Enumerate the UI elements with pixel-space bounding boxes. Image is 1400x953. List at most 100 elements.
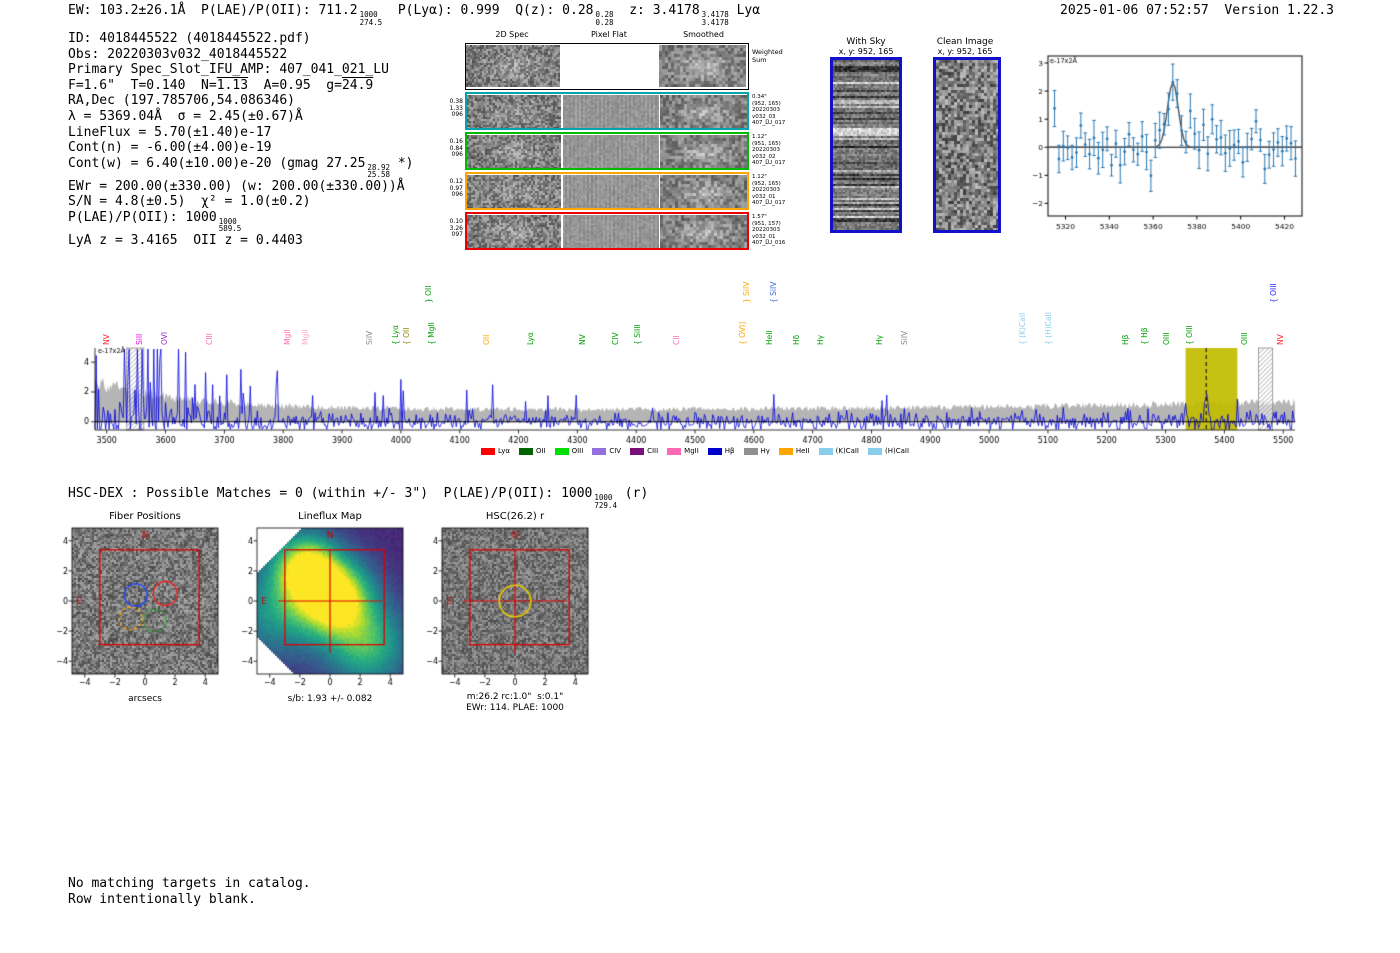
info-line: Cont(n) = -6.00(±4.00)e-19 [68, 140, 413, 156]
hsc-caption-1: m:26.2 rc:1.0" s:0.1" [466, 692, 564, 702]
text-segment: HSC-DEX : Possible Matches = 0 (within +… [68, 486, 593, 501]
footer-notes: No matching targets in catalog. Row inten… [68, 876, 311, 907]
info-line: LyA z = 3.4165 OII z = 0.4403 [68, 233, 413, 249]
legend-item: MgII [667, 447, 699, 455]
column-header-2dspec: 2D Spec [495, 30, 529, 39]
header-spacer [1209, 3, 1225, 18]
legend-label: MgII [684, 447, 699, 455]
pixel-flat-image [563, 135, 659, 168]
weighted-sum-row [465, 43, 749, 90]
legend-label: CIII [647, 447, 659, 455]
spec2d-image [467, 175, 561, 208]
clean-image [933, 57, 1001, 233]
smoothed-image [660, 135, 747, 168]
text-segment: EW: 103.2±26.1Å P(LAE)/P(OII): 711.2 [68, 3, 358, 18]
report-timestamp: 2025-01-06 07:52:57 [1060, 3, 1209, 18]
info-line: EWr = 200.00(±330.00) (w: 200.00(±330.00… [68, 179, 413, 195]
legend-label: (K)CaII [835, 447, 859, 455]
text-segment: Obs: 20220303v032_4018445522 [68, 46, 288, 62]
legend-swatch [518, 447, 533, 455]
with-sky-image [830, 57, 902, 233]
hsc-caption-2: EWr: 114. PLAE: 1000 [466, 703, 564, 713]
text-segment: EWr = 200.00(±330.00) (w: 200.00(±330.00… [68, 178, 405, 194]
legend-item: CIV [592, 447, 621, 455]
fiber-info-label: 1.12" (952, 165) 20220303 v032_01 407_LU_017 [752, 174, 786, 207]
stacked-fraction: 28.92 25.58 [367, 162, 390, 180]
legend-swatch [818, 447, 833, 455]
text-segment: RA,Dec (197.785706,54.086346) [68, 93, 295, 109]
weighted-sum-image [659, 45, 746, 87]
fiber-positions-cutout [48, 524, 234, 692]
pixel-flat-image [563, 95, 659, 128]
spec2d-image [467, 95, 561, 128]
legend-item: (H)CaII [867, 447, 909, 455]
with-sky-title: With Sky [846, 37, 886, 47]
legend-label: Lyα [497, 447, 510, 455]
legend-swatch [630, 447, 645, 455]
text-segment: P(LAE)/P(OII): 1000 [68, 209, 217, 225]
fiber-weight-values: 0.38 1.33 096 [449, 98, 463, 118]
column-header-pixelflat: Pixel Flat [591, 30, 627, 39]
emission-line-label: { SiIV [768, 281, 778, 303]
info-line: ID: 4018445522 (4018445522.pdf) [68, 31, 413, 47]
spec2d-image [467, 215, 561, 248]
weighted-sum-image [466, 45, 560, 87]
stacked-fraction: 1000 589.5 [218, 216, 242, 234]
info-line: S/N = 4.8(±0.5) χ² = 1.0(±0.2) [68, 194, 413, 210]
legend-item: (K)CaII [818, 447, 859, 455]
legend-swatch [743, 447, 758, 455]
emission-line-label: } OII [424, 285, 433, 303]
line-fit-plot [1030, 50, 1315, 245]
info-line: RA,Dec (197.785706,54.086346) [68, 93, 413, 109]
footer-line: Row intentionally blank. [68, 891, 256, 907]
smoothed-image [660, 175, 747, 208]
text-segment: *) [390, 155, 414, 171]
fiber-cutout-row [465, 172, 749, 210]
legend-label: OIII [571, 447, 584, 455]
info-line: Obs: 20220303v032_4018445522 [68, 47, 413, 63]
legend-swatch [867, 447, 882, 455]
text-segment: S/N = 4.8(±0.5) χ² = 1.0(±0.2) [68, 194, 311, 210]
spectrum-legend: Lyα OII OIII CIV CIII MgII Hβ Hγ HeII (K)CaII (H)C… [95, 447, 1295, 455]
legend-swatch [707, 447, 722, 455]
hsc-cutout-title: HSC(26.2) r [485, 511, 545, 522]
legend-item: Hβ [707, 447, 735, 455]
column-header-smoothed: Smoothed [683, 30, 724, 39]
fiber-cutout-row [465, 212, 749, 250]
stacked-fraction: 1000 274.5 [359, 10, 383, 27]
stacked-fraction: 3.4178 3.4178 [701, 10, 729, 27]
emission-line-label: } SiIV [741, 281, 751, 303]
text-segment: λ = 5369.04Å σ = 2.45(±0.67)Å [68, 108, 303, 124]
legend-item: OIII [554, 447, 584, 455]
fiber-info-label: 1.57" (951, 157) 20220303 v032_01 407_LU_016 [752, 214, 786, 247]
clean-image-coords: x, y: 952, 165 [937, 47, 993, 56]
clean-image-title: Clean Image [936, 37, 994, 47]
fiber-weight-values: 0.10 3.26 097 [449, 218, 463, 238]
emission-line-label: { (H)CaII [1044, 312, 1053, 345]
legend-label: Hγ [760, 447, 770, 455]
footer-line: No matching targets in catalog. [68, 876, 311, 891]
lineflux-map-title: Lineflux Map [298, 511, 362, 522]
fiber-weight-values: 0.12 0.97 096 [449, 178, 463, 198]
text-segment: LyA z = 3.4165 OII z = 0.4403 [68, 232, 303, 248]
report-version: Version 1.22.3 [1224, 3, 1334, 18]
text-segment: LineFlux = 5.70(±1.40)e-17 [68, 124, 272, 140]
text-segment: Primary Spec_Slot_IFU_AMP: 407_041_021_L… [68, 62, 389, 78]
info-line: λ = 5369.04Å σ = 2.45(±0.67)Å [68, 109, 413, 125]
info-line: P(LAE)/P(OII): 1000 1000 589.5 [68, 210, 413, 233]
text-segment: 24.9 [341, 77, 374, 93]
fiber-cutout-row [465, 132, 749, 170]
info-line: Primary Spec_Slot_IFU_AMP: 407_041_021_L… [68, 62, 413, 78]
smoothed-image [660, 95, 747, 128]
legend-label: HeII [795, 447, 810, 455]
spec2d-panel: 2D Spec Pixel Flat Smoothed Weighted Sum 0… [443, 30, 793, 256]
smoothed-image [660, 215, 747, 248]
spec2d-image [467, 135, 561, 168]
legend-swatch [554, 447, 569, 455]
emission-line-label: { OIII [1269, 283, 1279, 303]
legend-item: Lyα [480, 447, 510, 455]
text-segment: A=0.95 g= [248, 77, 342, 93]
text-segment: (r) [616, 486, 649, 501]
text-segment: Cont(w) = 6.40(±10.00)e-20 (gmag 27.25 [68, 155, 366, 171]
